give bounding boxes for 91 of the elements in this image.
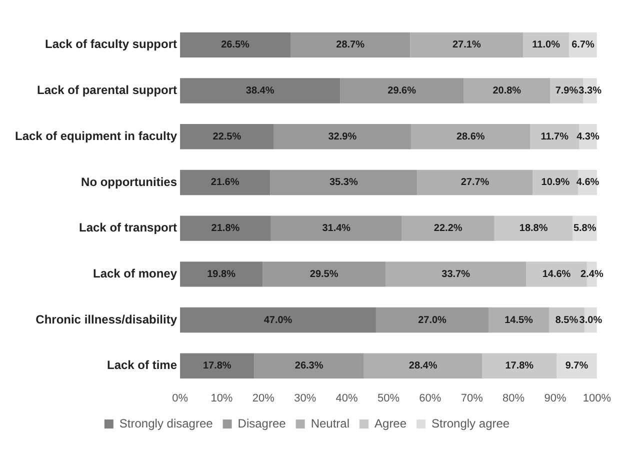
x-tick-label: 10% (210, 392, 233, 404)
data-label: 29.5% (310, 268, 338, 280)
bar (340, 78, 464, 104)
data-label: 26.3% (294, 360, 324, 372)
bar (180, 78, 340, 104)
bar (494, 216, 573, 241)
bar (464, 78, 550, 104)
data-label: 3.0% (579, 314, 602, 326)
data-label: 4.3% (576, 131, 600, 142)
bar (254, 353, 364, 378)
y-tick-label: No opportunities (81, 174, 178, 189)
y-tick-label: Lack of money (92, 266, 178, 280)
data-label: 9.7% (565, 360, 588, 372)
bar (270, 170, 418, 196)
data-label: 7.9% (555, 86, 578, 97)
data-label: 28.7% (336, 40, 365, 51)
x-tick-label: 90% (544, 392, 566, 404)
bar (488, 307, 549, 333)
data-label: 17.8% (202, 360, 232, 372)
data-label: 4.6% (576, 177, 600, 188)
x-tick-label: 100% (582, 392, 612, 404)
y-tick-label: Chronic illness/disability (36, 312, 178, 326)
bar (180, 216, 271, 241)
legend-label: Agree (374, 416, 407, 430)
x-tick-label: 50% (377, 392, 400, 404)
y-tick-label: Lack of equipment in faculty (14, 128, 178, 143)
bar (364, 353, 482, 378)
y-tick-label: Lack of faculty support (44, 37, 178, 52)
data-label: 18.8% (519, 223, 548, 234)
data-label: 47.0% (264, 314, 292, 326)
data-label: 33.7% (442, 268, 470, 280)
bar (290, 32, 410, 58)
data-label: 11.0% (532, 40, 560, 51)
bar (180, 124, 274, 150)
data-label: 21.8% (211, 223, 240, 234)
data-label: 28.6% (456, 131, 485, 142)
data-label: 31.4% (322, 223, 351, 234)
x-tick-label: 80% (502, 392, 525, 404)
bar (262, 262, 386, 287)
legend-label: Strongly disagree (119, 416, 214, 430)
bar (376, 307, 489, 333)
bar (402, 216, 494, 241)
x-tick-label: 70% (460, 392, 484, 404)
data-label: 17.8% (505, 360, 534, 372)
bar (410, 32, 524, 58)
bar (270, 216, 402, 241)
bar (523, 32, 569, 58)
data-label: 38.4% (246, 86, 274, 97)
bar (274, 124, 411, 150)
data-label: 10.9% (541, 177, 570, 188)
data-label: 8.5% (555, 314, 578, 326)
bar (417, 170, 533, 196)
bar (180, 32, 291, 58)
x-tick-label: 60% (419, 392, 442, 404)
data-label: 22.5% (212, 131, 242, 142)
data-label: 14.6% (542, 268, 571, 280)
data-label: 26.5% (221, 40, 250, 51)
data-label: 27.7% (460, 177, 490, 188)
x-tick-label: 40% (336, 392, 358, 404)
legend-label: Strongly agree (432, 416, 510, 430)
bar (180, 262, 263, 287)
bar (386, 262, 526, 287)
bar (482, 353, 556, 378)
data-label: 35.3% (329, 177, 358, 188)
data-label: 2.4% (580, 268, 604, 280)
data-label: 11.7% (540, 131, 569, 142)
data-label: 3.3% (578, 86, 602, 97)
x-tick-label: 0% (172, 392, 188, 404)
data-label: 32.9% (328, 131, 357, 142)
data-label: 14.5% (504, 314, 534, 326)
data-label: 19.8% (207, 268, 236, 280)
data-label: 27.1% (452, 40, 481, 51)
data-label: 5.8% (573, 223, 596, 234)
y-tick-label: Lack of transport (79, 220, 178, 235)
data-label: 21.6% (210, 177, 240, 188)
data-label: 28.4% (408, 360, 438, 372)
y-tick-label: Lack of parental support (36, 83, 178, 98)
bar (180, 353, 254, 378)
bar (180, 307, 376, 333)
legend-label: Neutral (310, 416, 350, 430)
y-tick-label: Lack of time (106, 358, 178, 372)
bar (180, 170, 270, 196)
x-tick-label: 20% (252, 392, 275, 404)
x-tick-label: 30% (294, 392, 316, 404)
data-label: 27.0% (418, 314, 447, 326)
data-label: 20.8% (492, 86, 522, 97)
data-label: 29.6% (388, 86, 416, 97)
legend-label: Disagree (238, 416, 286, 430)
bar (410, 124, 530, 150)
data-label: 6.7% (572, 40, 594, 51)
data-label: 22.2% (434, 223, 462, 234)
